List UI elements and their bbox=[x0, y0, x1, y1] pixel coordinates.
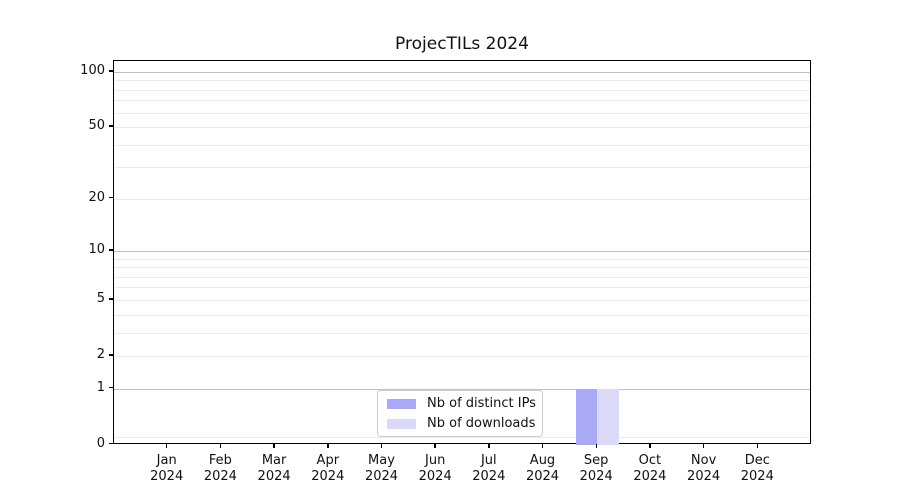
x-tick-label-line: Jan bbox=[156, 452, 177, 468]
x-tick-label-line: Dec bbox=[744, 452, 770, 468]
x-tick-label-line: 2024 bbox=[203, 468, 237, 484]
y-gridline-major-1 bbox=[114, 388, 810, 390]
y-tick-label-1: 1 bbox=[96, 379, 105, 395]
bar-nb-of-downloads-sep-2024 bbox=[597, 388, 619, 445]
bar-nb-of-distinct-ips-sep-2024 bbox=[575, 388, 598, 445]
x-tick-label-oct-2024: Oct 2024 bbox=[610, 453, 690, 485]
x-tick-label-line: Jun bbox=[425, 452, 446, 468]
y-gridline-minor-70 bbox=[114, 100, 810, 102]
legend-item-distinct-ips: Nb of distinct IPs bbox=[387, 395, 542, 413]
x-tick-label-jul-2024: Jul 2024 bbox=[449, 453, 529, 485]
x-tick-label-line: May bbox=[368, 452, 395, 468]
x-tick-label-may-2024: May 2024 bbox=[342, 453, 422, 485]
y-gridline-minor-20 bbox=[114, 198, 810, 200]
chart-title: ProjecTILs 2024 bbox=[395, 34, 529, 54]
y-gridline-major-100 bbox=[114, 71, 810, 73]
y-gridline-minor-80 bbox=[114, 89, 810, 91]
y-gridline-minor-5 bbox=[114, 299, 810, 301]
x-tick-label-dec-2024: Dec 2024 bbox=[717, 453, 797, 485]
x-tick-label-aug-2024: Aug 2024 bbox=[503, 453, 583, 485]
y-tick-label-100: 100 bbox=[80, 62, 105, 78]
x-tick-label-line: 2024 bbox=[257, 468, 291, 484]
x-tick-jun-2024 bbox=[434, 443, 436, 448]
y-gridline-minor-7 bbox=[114, 276, 810, 278]
x-tick-label-jun-2024: Jun 2024 bbox=[395, 453, 475, 485]
legend-item-downloads: Nb of downloads bbox=[387, 415, 542, 433]
x-tick-oct-2024 bbox=[649, 443, 651, 448]
x-tick-label-feb-2024: Feb 2024 bbox=[180, 453, 260, 485]
x-tick-label-line: Nov bbox=[690, 452, 717, 468]
y-gridline-major-10 bbox=[114, 250, 810, 252]
x-tick-label-line: Apr bbox=[316, 452, 340, 468]
y-gridline-minor-3 bbox=[114, 332, 810, 334]
x-tick-sep-2024 bbox=[595, 443, 597, 448]
y-gridline-minor-2 bbox=[114, 355, 810, 357]
y-gridline-minor-60 bbox=[114, 112, 810, 114]
legend-swatch-downloads bbox=[387, 418, 416, 429]
y-tick-label-50: 50 bbox=[88, 118, 105, 134]
y-tick-label-10: 10 bbox=[88, 241, 105, 257]
y-gridline-minor-6 bbox=[114, 287, 810, 289]
legend-label-downloads: Nb of downloads bbox=[427, 416, 536, 431]
x-tick-label-line: 2024 bbox=[418, 468, 452, 484]
y-tick-0 bbox=[109, 442, 113, 445]
x-tick-label-apr-2024: Apr 2024 bbox=[288, 453, 368, 485]
y-gridline-minor-4 bbox=[114, 314, 810, 316]
y-gridline-minor-30 bbox=[114, 167, 810, 169]
y-tick-20 bbox=[109, 196, 113, 199]
y-gridline-minor-0-1 bbox=[114, 436, 810, 438]
x-tick-label-line: 2024 bbox=[311, 468, 345, 484]
y-tick-label-2: 2 bbox=[96, 346, 105, 362]
y-gridline-minor-8 bbox=[114, 267, 810, 269]
plot-area bbox=[113, 60, 811, 445]
y-gridline-minor-90 bbox=[114, 80, 810, 82]
y-tick-label-5: 5 bbox=[96, 290, 105, 306]
x-tick-nov-2024 bbox=[702, 443, 705, 448]
y-gridline-minor-40 bbox=[114, 144, 810, 146]
y-tick-label-20: 20 bbox=[88, 189, 105, 205]
x-tick-may-2024 bbox=[380, 443, 383, 448]
y-tick-2 bbox=[109, 354, 113, 356]
y-tick-10 bbox=[109, 249, 113, 251]
x-tick-label-line: 2024 bbox=[633, 468, 667, 484]
x-tick-jul-2024 bbox=[488, 443, 490, 448]
x-tick-label-jan-2024: Jan 2024 bbox=[127, 453, 207, 485]
x-tick-mar-2024 bbox=[273, 443, 275, 448]
x-tick-label-line: Feb bbox=[208, 452, 232, 468]
x-tick-label-line: Oct bbox=[638, 452, 662, 468]
x-tick-apr-2024 bbox=[327, 443, 329, 448]
x-tick-label-line: 2024 bbox=[525, 468, 560, 484]
x-tick-label-sep-2024: Sep 2024 bbox=[556, 453, 636, 485]
legend-label-distinct-ips: Nb of distinct IPs bbox=[427, 396, 536, 411]
legend: Nb of distinct IPs Nb of downloads bbox=[377, 390, 543, 437]
y-tick-100 bbox=[109, 70, 113, 72]
x-tick-label-line: Mar bbox=[261, 452, 287, 468]
x-tick-label-line: 2024 bbox=[364, 468, 399, 484]
x-tick-label-mar-2024: Mar 2024 bbox=[234, 453, 314, 485]
x-tick-dec-2024 bbox=[756, 443, 759, 448]
x-tick-feb-2024 bbox=[219, 443, 222, 448]
x-tick-label-line: 2024 bbox=[740, 468, 774, 484]
x-tick-label-line: 2024 bbox=[687, 468, 721, 484]
y-gridline-minor-9 bbox=[114, 258, 810, 260]
y-tick-label-0: 0 bbox=[96, 435, 105, 451]
y-gridline-minor-50 bbox=[114, 127, 810, 129]
y-tick-50 bbox=[109, 125, 113, 127]
legend-swatch-distinct-ips bbox=[387, 398, 416, 409]
x-tick-label-nov-2024: Nov 2024 bbox=[664, 453, 744, 485]
x-tick-label-line: Jul bbox=[480, 452, 497, 468]
x-tick-label-line: 2024 bbox=[472, 468, 506, 484]
y-tick-1 bbox=[109, 386, 113, 389]
x-tick-label-line: 2024 bbox=[150, 468, 184, 484]
x-tick-aug-2024 bbox=[541, 443, 544, 448]
x-tick-label-line: 2024 bbox=[579, 468, 613, 484]
y-tick-5 bbox=[109, 298, 113, 300]
x-tick-label-line: Aug bbox=[529, 452, 556, 468]
x-tick-jan-2024 bbox=[165, 443, 168, 448]
x-tick-label-line: Sep bbox=[583, 452, 609, 468]
